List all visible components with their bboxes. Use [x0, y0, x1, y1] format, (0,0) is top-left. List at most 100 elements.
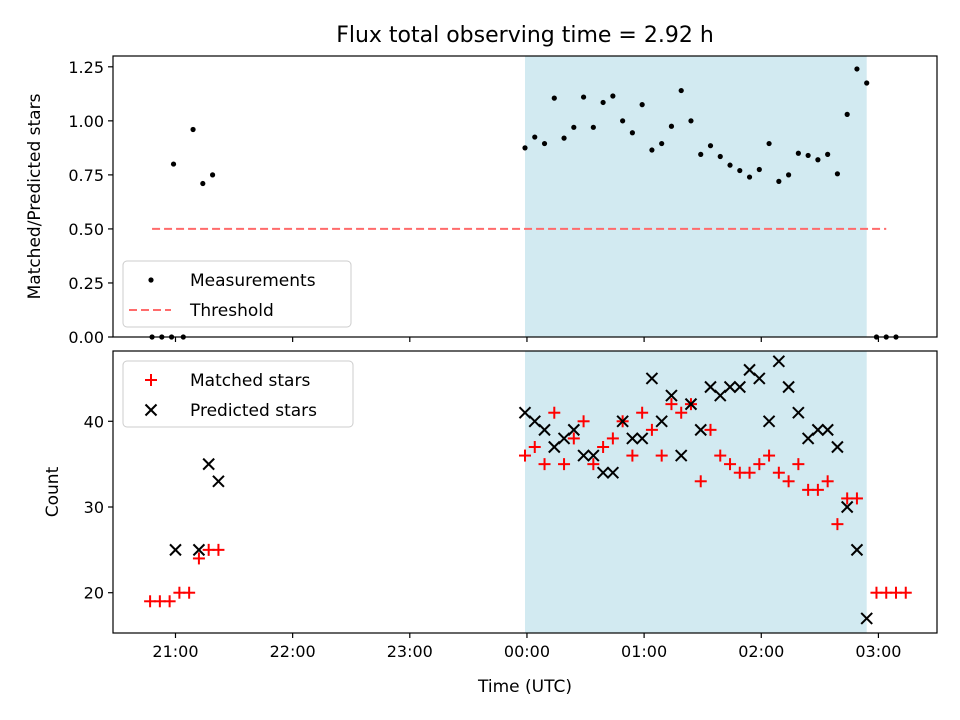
- marker-stroke: [518, 406, 532, 419]
- legend: Matched stars Predicted stars: [122, 360, 354, 428]
- legend-marker: [148, 277, 154, 283]
- chart-panel-2: 20 30 40 21:00 22:00 23:00 00:00 01:00 02:00 03:0…: [43, 350, 938, 661]
- data-point: [200, 180, 206, 187]
- data-point: [170, 161, 177, 167]
- data-point: [844, 111, 850, 117]
- data-point: [864, 80, 870, 86]
- y-tick-label: 0.25: [68, 274, 104, 293]
- data-point: [561, 135, 567, 141]
- y-tick-label: 20: [84, 584, 104, 603]
- data-point: [190, 126, 196, 133]
- marker-stroke: [850, 543, 864, 557]
- data-point: [548, 440, 561, 454]
- data-point: [899, 586, 912, 599]
- data-point: [792, 458, 805, 471]
- data-point: [665, 398, 678, 411]
- data-point: [519, 449, 531, 462]
- data-point: [209, 172, 216, 178]
- data-point: [694, 475, 707, 488]
- chart-panel-1: 0.00 0.25 0.50 0.75 1.00 1.25 Matched/Predicte…: [25, 55, 938, 347]
- data-point: [782, 380, 795, 394]
- data-point: [782, 475, 795, 488]
- data-point: [528, 415, 541, 428]
- data-point: [587, 449, 600, 462]
- marker-stroke: [645, 372, 659, 385]
- data-point: [518, 406, 532, 419]
- data-point: [753, 458, 766, 471]
- data-point: [629, 130, 635, 136]
- data-point: [639, 102, 645, 108]
- data-point: [600, 99, 606, 106]
- y-tick-label: 1.00: [68, 112, 104, 131]
- data-point: [707, 143, 714, 149]
- data-point: [688, 118, 694, 124]
- data-point: [645, 423, 658, 436]
- marker-stroke: [772, 355, 786, 368]
- data-point: [811, 483, 824, 496]
- data-point: [733, 380, 746, 394]
- data-point: [610, 93, 616, 99]
- data-point: [597, 441, 610, 453]
- data-point: [743, 363, 756, 377]
- series-matched-stars: [144, 398, 912, 608]
- data-point: [541, 140, 548, 147]
- data-point: [668, 123, 675, 129]
- observing-window-shade: [525, 56, 867, 337]
- marker-stroke: [840, 500, 854, 514]
- data-point: [746, 174, 753, 180]
- data-point: [723, 380, 737, 394]
- x-tick-label: 03:00: [855, 642, 901, 661]
- data-point: [163, 595, 176, 608]
- y-axis-label: Count: [43, 466, 63, 517]
- marker-stroke: [626, 432, 639, 445]
- x-tick-label: 02:00: [738, 642, 784, 661]
- marker-stroke: [743, 363, 756, 377]
- data-point: [590, 124, 596, 130]
- data-point: [714, 389, 727, 402]
- data-point: [724, 458, 737, 471]
- data-point: [567, 432, 580, 445]
- marker-stroke: [596, 466, 610, 479]
- axes-frame: [112, 55, 938, 338]
- data-point: [192, 552, 205, 565]
- axes-frame: [112, 350, 938, 634]
- data-point: [635, 432, 649, 445]
- data-point: [756, 166, 762, 173]
- marker-stroke: [655, 415, 668, 428]
- data-point: [678, 87, 684, 94]
- marker-stroke: [694, 423, 707, 437]
- data-point: [557, 432, 571, 445]
- legend-label: Measurements: [190, 271, 316, 291]
- data-point: [665, 389, 678, 402]
- marker-stroke: [192, 543, 206, 557]
- data-point: [636, 406, 649, 419]
- data-point: [811, 423, 825, 437]
- data-point: [714, 449, 727, 462]
- y-tick-label: 0.50: [68, 220, 104, 239]
- data-point: [743, 466, 756, 479]
- data-point: [772, 466, 785, 479]
- data-point: [850, 543, 864, 557]
- marker-stroke: [212, 475, 225, 488]
- x-tick-label: 22:00: [270, 642, 316, 661]
- marker-stroke: [548, 440, 561, 454]
- marker-stroke: [723, 380, 737, 394]
- data-point: [815, 157, 821, 163]
- marker-stroke: [860, 612, 873, 625]
- x-tick-label: 01:00: [621, 642, 667, 661]
- data-point: [854, 66, 860, 72]
- data-point: [675, 449, 688, 462]
- marker-stroke: [528, 415, 541, 428]
- marker-stroke: [714, 389, 727, 402]
- data-point: [850, 492, 863, 505]
- data-point: [772, 355, 786, 368]
- marker-stroke: [567, 423, 581, 437]
- data-point: [704, 423, 717, 436]
- data-point: [860, 612, 873, 625]
- marker-stroke: [577, 449, 590, 462]
- data-point: [538, 423, 551, 437]
- data-point: [626, 432, 639, 445]
- data-point: [626, 449, 639, 462]
- marker-stroke: [733, 380, 746, 394]
- data-point: [831, 518, 844, 531]
